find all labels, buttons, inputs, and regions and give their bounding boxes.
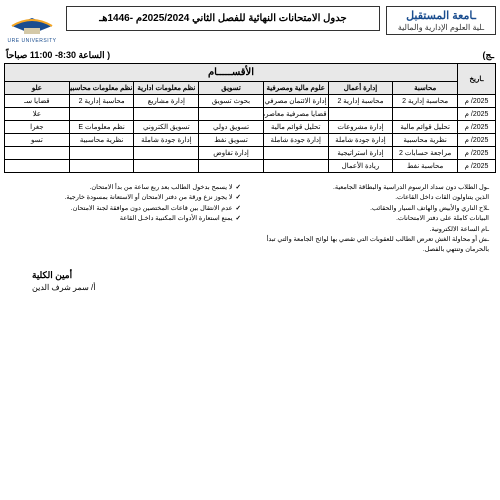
table-row: 2025/ متحليل قوائم ماليةإدارة مشروعاتتحل… [5, 121, 496, 134]
course-cell: محاسبة نفط [393, 160, 458, 173]
header-row: ـامعة المستقبل ـلية العلوم الإدارية والم… [4, 6, 496, 46]
course-cell [69, 108, 134, 121]
course-cell: محاسبة إدارية 2 [69, 95, 134, 108]
course-cell: نظم معلومات E [69, 121, 134, 134]
course-cell [199, 108, 264, 121]
notes-left-col: لا يسمح بدخول الطالب بعد ربع ساعة من بدأ… [8, 183, 241, 256]
course-cell: تسويق نفط [199, 134, 264, 147]
course-cell: تحليل قوائم مالية [393, 121, 458, 134]
course-cell: محاسبة إدارية 2 [328, 95, 393, 108]
date-cell: 2025/ م [458, 134, 496, 147]
course-cell: إدارة مشروعات [328, 121, 393, 134]
schedule-title: جدول الامتحانات النهائية للفصل الثاني 20… [66, 6, 380, 31]
table-row: 2025/ ممحاسبة إدارية 2محاسبة إدارية 2إدا… [5, 95, 496, 108]
column-header: علو [5, 82, 70, 95]
course-cell: إدارة جودة شاملة [263, 134, 328, 147]
course-cell [263, 147, 328, 160]
course-cell [69, 160, 134, 173]
course-cell: إدارة الائتمان مصرفي [263, 95, 328, 108]
column-header: إدارة أعمال [328, 82, 393, 95]
course-cell [328, 108, 393, 121]
logo-text: URE UNIVERSITY [8, 38, 57, 44]
course-cell: نظرية محاسبية [69, 134, 134, 147]
course-cell [134, 160, 199, 173]
notes-right-col: ـول الطلاب دون سداد الرسوم الدراسية والب… [259, 183, 492, 256]
signature-name: أ/ سمر شرف الدين [32, 283, 496, 292]
course-cell: إدارة استراتيجية [328, 147, 393, 160]
faculty-name: ـلية العلوم الإدارية والمالية [393, 23, 489, 32]
time-bar: ـج) ( الساعة 8:30- 11:00 صباحاً [6, 50, 494, 61]
note-item: البيانات كاملة على دفتر الامتحانات. [259, 214, 492, 224]
course-cell: جغرا [5, 121, 70, 134]
course-cell [263, 160, 328, 173]
exam-schedule-table: ـاريخ الأقســـــام محاسبةإدارة أعمالعلوم… [4, 63, 496, 173]
time-label: ( الساعة 8:30- 11:00 صباحاً [6, 50, 110, 61]
column-header: محاسبة [393, 82, 458, 95]
column-header: نظم معلومات ادارية [134, 82, 199, 95]
column-header: علوم مالية ومصرفية [263, 82, 328, 95]
course-cell [5, 147, 70, 160]
course-cell: إدارة مشاريع [134, 95, 199, 108]
course-cell: قضايا مصرفية معاصرة [263, 108, 328, 121]
course-cell: نظرية محاسبية [393, 134, 458, 147]
departments-header: الأقســـــام [5, 64, 458, 82]
column-header: تسويق [199, 82, 264, 95]
course-cell: بحوث تسويق [199, 95, 264, 108]
date-cell: 2025/ م [458, 108, 496, 121]
signature-block: أمين الكلية أ/ سمر شرف الدين [4, 270, 496, 292]
note-item: عدم الانتقال بين قاعات المختصين دون مواف… [8, 204, 241, 214]
table-row: 2025/ ممحاسبة نفطريادة الأعمال [5, 160, 496, 173]
table-row: 2025/ منظرية محاسبيةإدارة جودة شاملةإدار… [5, 134, 496, 147]
note-item: لا يسمح بدخول الطالب بعد ربع ساعة من بدأ… [8, 183, 241, 193]
note-item: لا يجوز نزع ورقة من دفتر الامتحان أو الا… [8, 193, 241, 203]
course-cell: تسو [5, 134, 70, 147]
course-cell: إدارة جودة شاملة [134, 134, 199, 147]
date-header: ـاريخ [458, 64, 496, 95]
table-row: 2025/ ممراجعة حسابات 2إدارة استراتيجية إد… [5, 147, 496, 160]
note-item: ـش أو محاولة الغش تعرض الطالب للعقوبات ا… [259, 235, 492, 256]
note-item: يمنع استعارة الأدوات المكتبية داخـل القا… [8, 214, 241, 224]
course-cell: إدارة تفاوض [199, 147, 264, 160]
university-name: ـامعة المستقبل [393, 9, 489, 22]
course-cell [69, 147, 134, 160]
course-cell: تسويق الكتروني [134, 121, 199, 134]
level-label: ـج) [483, 50, 494, 61]
course-cell [134, 147, 199, 160]
notes-section: ـول الطلاب دون سداد الرسوم الدراسية والب… [4, 183, 496, 256]
course-cell [5, 160, 70, 173]
course-cell [199, 160, 264, 173]
note-item: ـام الساعة الالكترونية. [259, 225, 492, 235]
course-cell: ريادة الأعمال [328, 160, 393, 173]
signature-role: أمين الكلية [32, 270, 496, 281]
course-cell: إدارة جودة شاملة [328, 134, 393, 147]
column-header: نظم معلومات محاسبية [69, 82, 134, 95]
course-cell: قضايا سـ [5, 95, 70, 108]
date-cell: 2025/ م [458, 160, 496, 173]
date-cell: 2025/ م [458, 147, 496, 160]
course-cell: محاسبة إدارية 2 [393, 95, 458, 108]
course-cell: علا [5, 108, 70, 121]
university-block: ـامعة المستقبل ـلية العلوم الإدارية والم… [386, 6, 496, 35]
course-cell [393, 108, 458, 121]
university-logo: URE UNIVERSITY [4, 6, 60, 46]
note-item: ـلاح الناري والأبيض والهاتف السيار والحق… [259, 204, 492, 214]
course-cell: تسويق دولي [199, 121, 264, 134]
course-cell: تحليل قوائم مالية [263, 121, 328, 134]
table-row: 2025/ م قضايا مصرفية معاصرة علا [5, 108, 496, 121]
note-item: الذين يتناولون القات داخل القاعات. [259, 193, 492, 203]
course-cell [134, 108, 199, 121]
date-cell: 2025/ م [458, 121, 496, 134]
note-item: ـول الطلاب دون سداد الرسوم الدراسية والب… [259, 183, 492, 193]
date-cell: 2025/ م [458, 95, 496, 108]
course-cell: مراجعة حسابات 2 [393, 147, 458, 160]
